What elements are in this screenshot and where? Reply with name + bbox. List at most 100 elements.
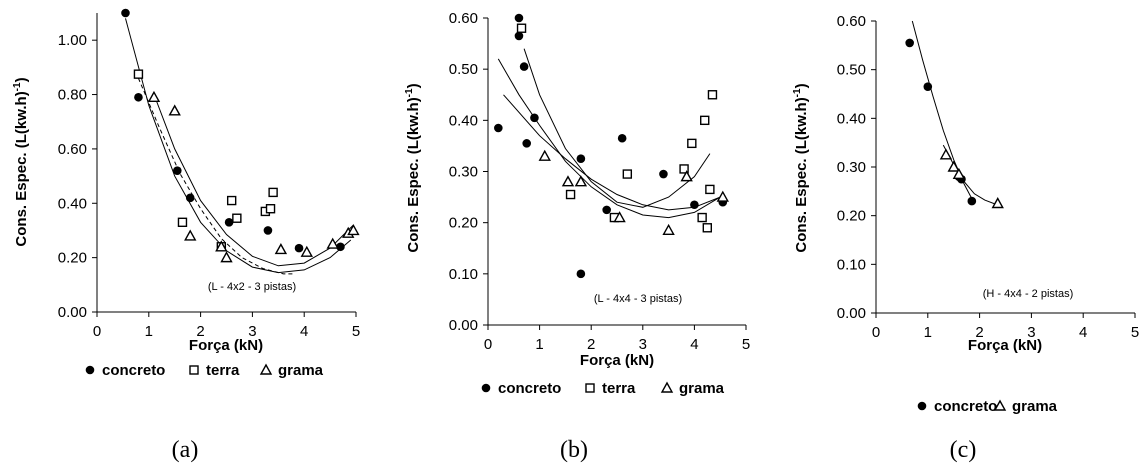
y-tick-label: 1.00 xyxy=(58,32,87,49)
y-tick-label: 0.30 xyxy=(837,159,866,176)
data-point-grama xyxy=(220,251,233,263)
y-tick-label: 0.00 xyxy=(58,304,87,321)
x-axis-label: Força (kN) xyxy=(580,352,654,369)
data-point-grama xyxy=(952,167,966,180)
y-tick-label: 0.20 xyxy=(58,250,87,267)
x-tick-label: 0 xyxy=(484,336,492,353)
data-point-concreto xyxy=(134,92,143,102)
data-point-terra xyxy=(268,187,278,198)
data-point-terra xyxy=(702,223,712,233)
data-point-grama xyxy=(538,149,551,161)
x-tick-label: 0 xyxy=(93,323,101,340)
y-tick-label: 0.40 xyxy=(449,112,478,129)
y-tick-label: 0.40 xyxy=(837,110,866,127)
legend-marker-terra xyxy=(585,383,595,393)
data-point-concreto xyxy=(494,123,503,133)
fit-curve-grama xyxy=(503,94,721,211)
fit-curve-grama xyxy=(942,144,998,206)
legend-label-concreto: concreto xyxy=(498,380,561,397)
legend-marker-concreto xyxy=(917,401,927,411)
data-point-terra xyxy=(516,23,527,33)
legend-label-concreto: concreto xyxy=(934,398,997,415)
legend-label-concreto: concreto xyxy=(102,362,165,379)
y-tick-label: 0.00 xyxy=(449,317,478,334)
chart-panel-3: 0.00 0.10 0.20 0.30 0.40 0.50 0.60 0 1 2 3 4 5 Força … xyxy=(792,13,1139,463)
data-point-terra xyxy=(565,189,576,200)
y-tick-label: 0.60 xyxy=(58,141,87,158)
y-tick-label: 0.50 xyxy=(449,61,478,78)
data-point-terra xyxy=(133,69,144,79)
y-tick-label: 0.30 xyxy=(449,164,478,181)
panel-caption: (b) xyxy=(560,437,588,463)
panel-annotation: (H - 4x4 - 2 pistas) xyxy=(983,288,1073,300)
x-tick-label: 3 xyxy=(639,336,647,353)
legend-marker-concreto xyxy=(85,365,95,375)
x-tick-label: 4 xyxy=(300,323,308,340)
data-point-grama xyxy=(991,197,1004,209)
legend-marker-grama xyxy=(259,363,273,375)
chart-panel-1: 0.00 0.20 0.40 0.60 0.80 1.00 0 1 2 3 4 5 Força (kN)… xyxy=(12,8,360,463)
data-point-terra xyxy=(707,90,718,100)
data-point-grama xyxy=(326,237,339,249)
data-point-concreto xyxy=(263,226,273,235)
legend-label-grama: grama xyxy=(1012,398,1058,415)
panel-annotation: (L - 4x2 - 3 pistas) xyxy=(208,281,296,293)
y-tick-label: 0.60 xyxy=(449,10,478,27)
data-point-concreto xyxy=(923,82,933,91)
panel-annotation: (L - 4x4 - 3 pistas) xyxy=(594,293,682,305)
legend-marker-terra xyxy=(189,365,199,375)
data-point-grama xyxy=(662,223,675,236)
data-point-concreto xyxy=(576,269,586,279)
data-point-concreto xyxy=(602,205,611,215)
data-point-terra xyxy=(705,184,715,195)
y-tick-label: 0.20 xyxy=(449,215,478,232)
panel-caption: (a) xyxy=(172,437,199,463)
y-axis-label: Cons. Espec. (L(kw.h)-1) xyxy=(792,83,810,252)
fit-curve-terra xyxy=(523,48,711,208)
data-point-grama xyxy=(215,240,228,252)
data-point-terra xyxy=(700,115,710,126)
fit-curve-concreto xyxy=(125,18,352,274)
fit-curve-terra xyxy=(137,78,294,275)
x-tick-label: 3 xyxy=(1027,324,1035,341)
data-point-grama xyxy=(947,160,960,172)
data-point-terra xyxy=(177,217,188,228)
y-tick-label: 0.60 xyxy=(837,13,866,30)
legend-label-terra: terra xyxy=(206,362,240,379)
y-tick-label: 0.10 xyxy=(449,266,478,283)
y-tick-label: 0.80 xyxy=(58,87,87,104)
data-point-grama xyxy=(680,170,693,182)
legend-label-grama: grama xyxy=(679,380,725,397)
data-point-grama xyxy=(168,104,181,116)
data-point-terra xyxy=(226,195,237,206)
data-point-concreto xyxy=(690,200,699,210)
y-tick-label: 0.40 xyxy=(58,195,87,212)
y-tick-label: 0.10 xyxy=(837,256,866,273)
panel-caption: (c) xyxy=(950,437,977,463)
legend-marker-concreto xyxy=(481,383,491,393)
x-tick-label: 2 xyxy=(975,324,983,341)
y-tick-label: 0.00 xyxy=(837,305,866,322)
x-tick-label: 1 xyxy=(924,324,932,341)
legend-marker-grama xyxy=(993,399,1007,411)
data-point-grama xyxy=(300,245,313,257)
x-tick-label: 1 xyxy=(535,336,543,353)
data-point-concreto xyxy=(224,218,234,227)
chart-panel-2: 0.00 0.10 0.20 0.30 0.40 0.50 0.60 0 1 2 3 4 5 Força … xyxy=(404,10,750,463)
data-point-grama xyxy=(574,175,588,187)
legend-label-terra: terra xyxy=(602,380,636,397)
data-point-grama xyxy=(347,224,360,236)
data-point-concreto xyxy=(659,169,668,179)
legend: concreto grama xyxy=(917,398,1058,415)
data-point-concreto xyxy=(522,139,531,148)
data-point-terra xyxy=(687,138,697,149)
x-tick-label: 5 xyxy=(352,323,360,340)
x-tick-label: 4 xyxy=(1079,324,1087,341)
data-point-concreto xyxy=(905,38,914,48)
data-point-grama xyxy=(561,175,575,187)
x-tick-label: 4 xyxy=(690,336,698,353)
y-axis-label: Cons. Espec. (L(kw.h)-1) xyxy=(404,83,422,252)
legend-label-grama: grama xyxy=(278,362,324,379)
y-tick-label: 0.20 xyxy=(837,208,866,225)
x-tick-label: 3 xyxy=(248,323,256,340)
